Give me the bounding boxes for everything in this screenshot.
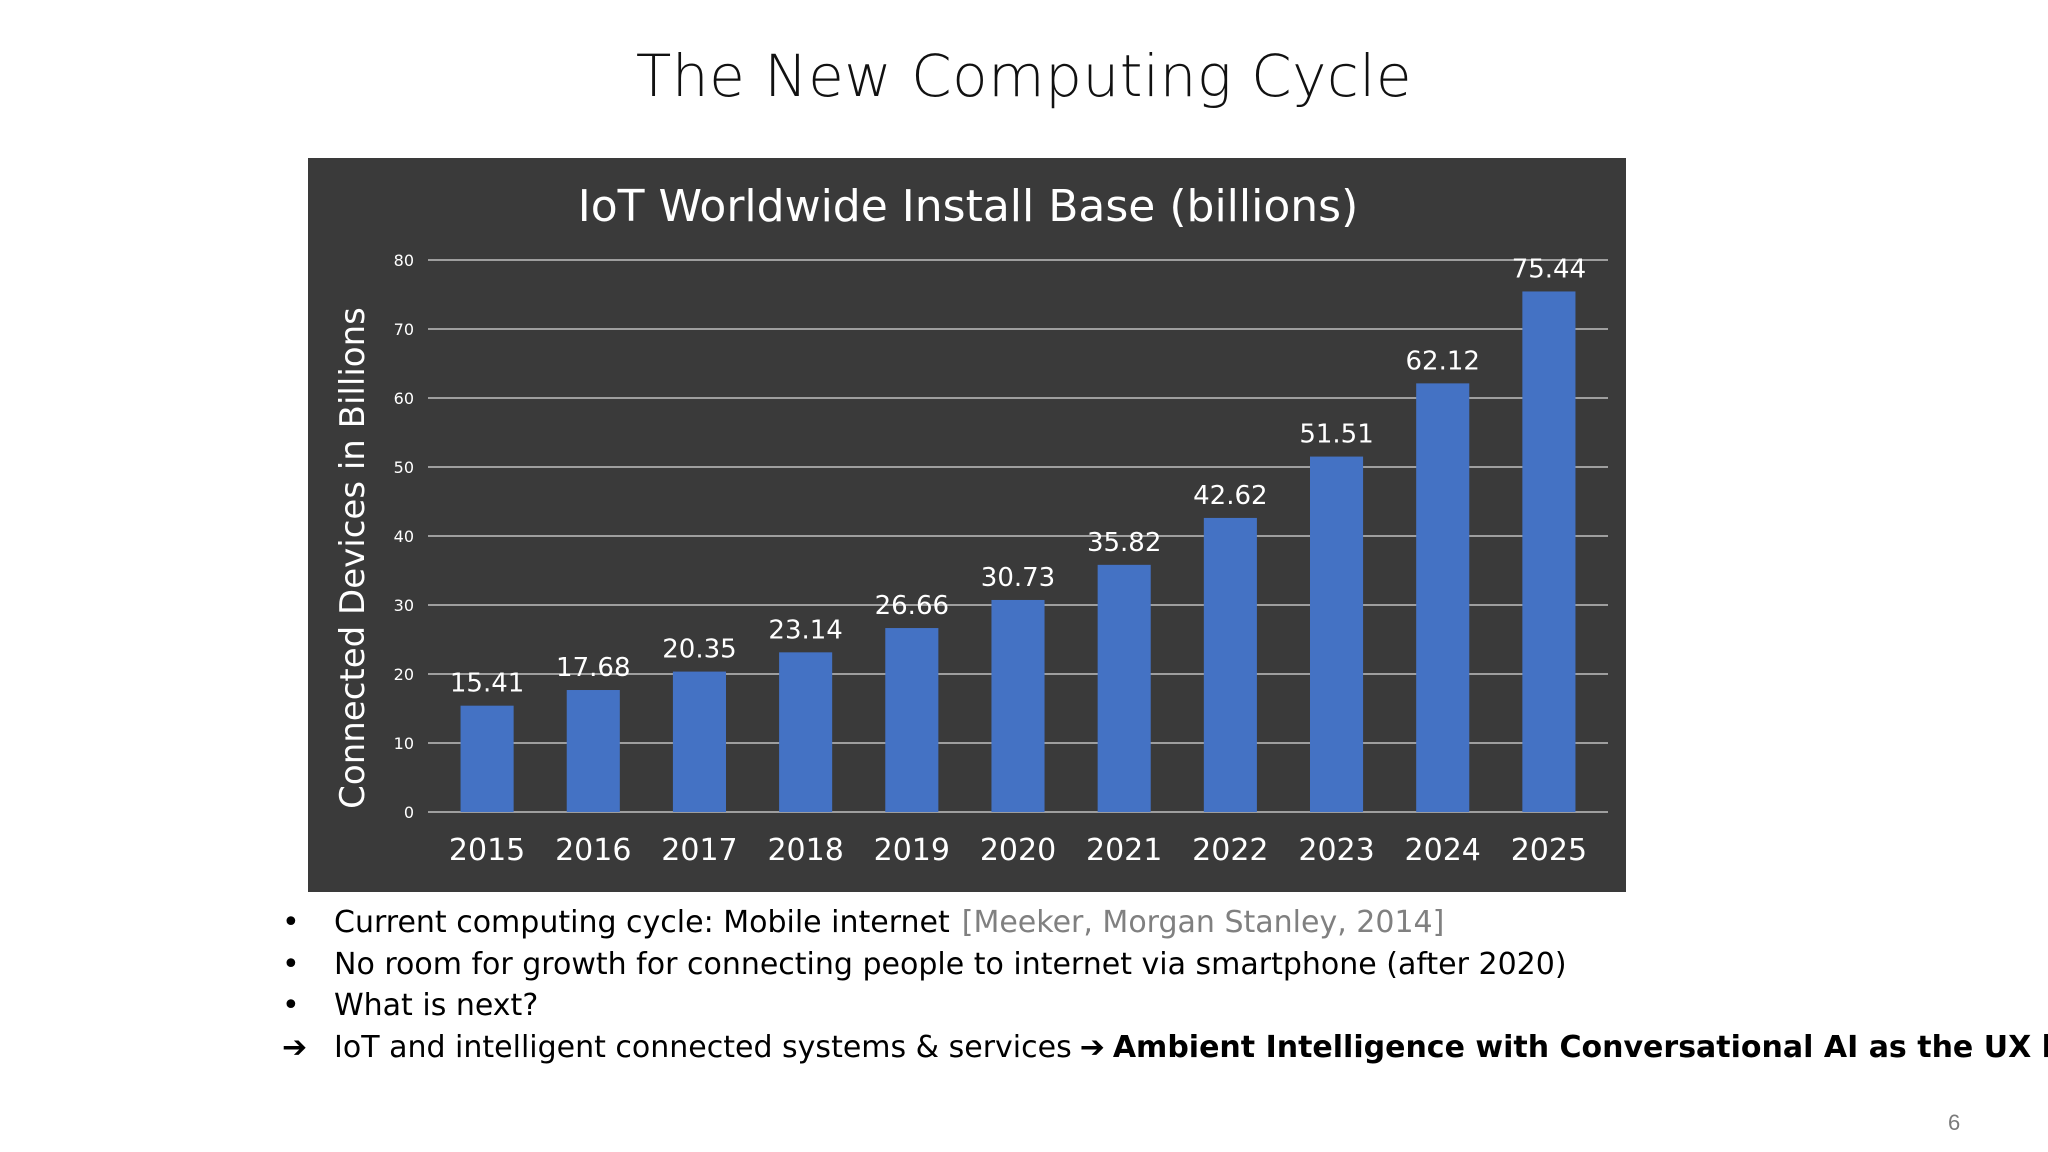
bullet-text: IoT and intelligent connected systems & … <box>334 1027 2048 1069</box>
x-tick-label: 2018 <box>767 833 843 868</box>
y-tick-label: 40 <box>394 527 414 546</box>
y-tick-label: 30 <box>394 596 414 615</box>
bullet-item-2: • No room for growth for connecting peop… <box>282 944 2022 986</box>
data-label: 62.12 <box>1406 346 1480 376</box>
bullet-text: What is next? <box>334 988 539 1023</box>
bullet-marker: • <box>282 988 300 1023</box>
y-tick-labels: 0 10 20 30 40 50 60 70 80 <box>394 251 414 822</box>
bullet-text-main: IoT and intelligent connected systems & … <box>334 1029 1072 1065</box>
y-tick-label: 70 <box>394 320 414 339</box>
bar <box>885 628 939 812</box>
x-tick-label: 2023 <box>1298 833 1374 868</box>
bar <box>1310 456 1364 812</box>
bullet-text-main: Current computing cycle: Mobile internet <box>334 905 950 940</box>
bar-chart: IoT Worldwide Install Base (billions) Co… <box>333 181 1608 868</box>
bar <box>1203 517 1257 812</box>
bullet-text: No room for growth for connecting people… <box>334 946 1567 982</box>
y-tick-label: 10 <box>394 734 414 753</box>
citation: [Meeker, Morgan Stanley, 2014] <box>961 905 1445 940</box>
bar <box>672 671 726 812</box>
x-tick-label: 2015 <box>449 833 525 868</box>
bullet-list: • Current computing cycle: Mobile intern… <box>282 902 2048 1069</box>
data-label: 42.62 <box>1193 481 1267 511</box>
bars <box>460 291 1576 812</box>
x-tick-label: 2021 <box>1086 833 1162 868</box>
bullet-item-4: ➔ IoT and intelligent connected systems … <box>282 1027 2048 1069</box>
bar <box>1097 564 1151 812</box>
bar <box>460 705 514 812</box>
y-tick-label: 20 <box>394 665 414 684</box>
arrow-right-icon: ➔ <box>282 1029 308 1065</box>
data-label: 30.73 <box>981 563 1055 593</box>
y-tick-label: 80 <box>394 251 414 270</box>
y-tick-label: 50 <box>394 458 414 477</box>
chart-panel: IoT Worldwide Install Base (billions) Co… <box>308 158 1626 892</box>
x-tick-label: 2016 <box>555 833 631 868</box>
data-label: 15.41 <box>450 669 524 699</box>
bullet-text-bold: Ambient Intelligence with Conversational… <box>1112 1029 2048 1065</box>
data-label: 26.66 <box>875 591 949 621</box>
bullet-item-3: • What is next? <box>282 985 2022 1027</box>
x-tick-label: 2022 <box>1192 833 1268 868</box>
bar <box>1416 383 1470 812</box>
bullet-text: Current computing cycle: Mobile internet… <box>334 902 1444 944</box>
bullet-item-1: • Current computing cycle: Mobile intern… <box>282 902 2022 944</box>
x-tick-label: 2025 <box>1511 833 1587 868</box>
x-tick-label: 2024 <box>1405 833 1481 868</box>
data-label: 20.35 <box>662 635 736 665</box>
bar <box>779 652 833 812</box>
data-label: 51.51 <box>1299 420 1373 450</box>
bar <box>991 599 1045 812</box>
data-label: 35.82 <box>1087 528 1161 558</box>
data-label: 17.68 <box>556 653 630 683</box>
data-label: 75.44 <box>1512 254 1586 284</box>
bar <box>566 690 620 812</box>
slide-title: The New Computing Cycle <box>635 42 1413 110</box>
data-label: 23.14 <box>768 615 842 645</box>
page-number: 6 <box>1948 1110 1961 1135</box>
arrow-right-icon: ➔ <box>1079 1029 1105 1065</box>
x-tick-label: 2019 <box>874 833 950 868</box>
bar <box>1522 291 1576 812</box>
chart-title: IoT Worldwide Install Base (billions) <box>578 181 1359 232</box>
data-labels: 15.41 17.68 20.35 23.14 26.66 30.73 35.82 42.62… <box>450 254 1586 698</box>
bullet-marker: • <box>282 946 300 982</box>
y-axis-label: Connected Devices in Billions <box>333 307 373 809</box>
x-tick-label: 2017 <box>661 833 737 868</box>
gridlines <box>428 259 1608 813</box>
y-tick-label: 0 <box>404 803 414 822</box>
x-tick-labels: 2015 2016 2017 2018 2019 2020 2021 2022 2023 2024… <box>449 833 1587 868</box>
bullet-marker: • <box>282 905 300 940</box>
y-tick-label: 60 <box>394 389 414 408</box>
x-tick-label: 2020 <box>980 833 1056 868</box>
